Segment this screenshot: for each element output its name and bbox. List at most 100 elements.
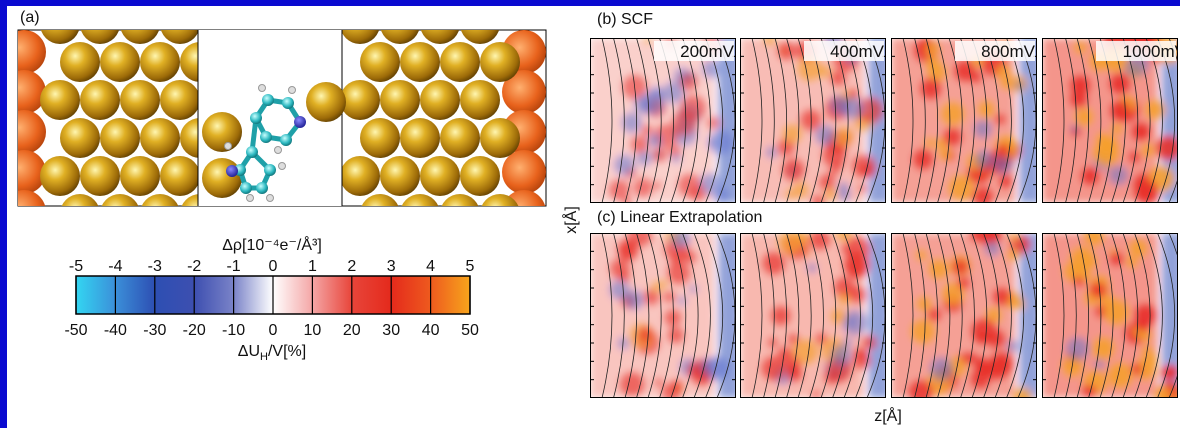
colorbar-tick-label: -10	[222, 322, 245, 339]
gold-atom	[60, 194, 100, 234]
density-blob	[975, 150, 993, 168]
atom	[226, 165, 238, 177]
heatmap	[1042, 225, 1180, 408]
gold-atom	[140, 194, 180, 234]
map-label: 400mV	[830, 42, 885, 61]
atom	[256, 182, 268, 194]
colorbar-tick-label: 3	[387, 258, 396, 275]
gold-atom	[100, 194, 140, 234]
frame-left	[0, 0, 7, 428]
density-blob	[633, 178, 652, 197]
colorbar-tick-label: 10	[304, 322, 322, 339]
colorbar-title: Δρ[10⁻⁴e⁻/Å³]	[222, 235, 322, 254]
density-blob	[842, 97, 864, 119]
density-blob	[831, 345, 852, 366]
density-blob	[1090, 282, 1106, 298]
density-blob	[835, 127, 854, 146]
figure: (a) Δρ[10⁻⁴e⁻/Å³] -5-50-4-40-3-30-2-20-1…	[0, 0, 1180, 428]
edge-atom	[502, 150, 546, 194]
title-main: ΔU	[238, 343, 260, 360]
density-blob	[916, 250, 927, 261]
density-blob	[641, 125, 652, 136]
heatmap: 400mV	[740, 31, 890, 209]
density-blob	[634, 96, 652, 114]
title-sub: H	[260, 351, 268, 363]
density-blob	[990, 352, 1014, 376]
axis-label: x[Å]	[561, 206, 580, 234]
panel-label: (b) SCF	[597, 11, 653, 28]
density-blob	[995, 114, 1005, 124]
heatmap: 1000mV	[1042, 29, 1180, 205]
heatmap	[891, 225, 1041, 406]
gold-atom	[400, 42, 440, 82]
density-blob	[683, 251, 696, 264]
density-blob	[1129, 239, 1147, 257]
edge-atom	[2, 150, 46, 194]
density-blob	[1071, 125, 1079, 133]
h-atom	[267, 195, 274, 202]
gold-atom	[160, 4, 200, 44]
colorbar-tick-label: 1	[308, 258, 317, 275]
colorbar-tick-label: 40	[422, 322, 440, 339]
density-blob	[943, 128, 961, 146]
density-blob	[941, 102, 965, 126]
gold-atom	[100, 42, 140, 82]
gold-atom	[480, 194, 520, 234]
colorbar-tick-label: 30	[382, 322, 400, 339]
density-blob	[1013, 388, 1031, 406]
gold-atom	[480, 42, 520, 82]
electrode	[718, 38, 740, 203]
atom	[294, 116, 306, 128]
density-blob	[620, 372, 645, 397]
density-blob	[831, 309, 846, 324]
density-blob	[844, 338, 853, 347]
density-blob	[974, 120, 992, 138]
density-blob	[1131, 364, 1142, 375]
density-blob	[651, 282, 662, 293]
density-blob	[766, 147, 777, 158]
density-blob	[972, 187, 993, 208]
heatmap	[590, 221, 740, 403]
gold-atom	[140, 42, 180, 82]
gold-atom	[306, 82, 346, 122]
gold-atom	[400, 194, 440, 234]
colorbar: -5-50-4-40-3-30-2-20-1-10001102203304405…	[64, 258, 479, 339]
gold-atom	[80, 4, 120, 44]
density-blob	[993, 288, 1011, 306]
edge-atom	[2, 70, 46, 114]
gold-atom	[340, 80, 380, 120]
density-blob	[953, 259, 968, 274]
colorbar-tick-label: -3	[148, 258, 162, 275]
density-blob	[1109, 166, 1129, 186]
gold-atom	[360, 118, 400, 158]
edge-atom	[2, 30, 46, 74]
electrode	[1019, 233, 1041, 398]
gold-atom	[440, 194, 480, 234]
gold-atom	[80, 80, 120, 120]
density-blob	[653, 182, 661, 190]
h-atom	[247, 195, 254, 202]
colorbar-tick-label: 5	[466, 258, 475, 275]
h-atom	[259, 85, 266, 92]
density-blob	[996, 144, 1010, 158]
density-blob	[917, 296, 932, 311]
density-blob	[1098, 136, 1119, 157]
density-blob	[1110, 252, 1123, 265]
atom	[246, 146, 258, 158]
density-blob	[1000, 77, 1012, 89]
h-atom	[275, 147, 282, 154]
colorbar-tick-label: -5	[69, 258, 83, 275]
gold-atom	[160, 80, 200, 120]
density-blob	[849, 286, 866, 303]
gold-atom	[340, 4, 380, 44]
colorbar-tick-label: 50	[461, 322, 479, 339]
gold-atom	[360, 194, 400, 234]
density-blob	[815, 125, 836, 146]
title-rest: /V[%]	[268, 343, 306, 360]
density-blob	[846, 317, 856, 327]
density-blob	[970, 72, 981, 83]
density-blob	[664, 309, 681, 326]
gold-atom	[160, 156, 200, 196]
density-blob	[671, 229, 690, 248]
colorbar-tick-label: -30	[143, 322, 166, 339]
